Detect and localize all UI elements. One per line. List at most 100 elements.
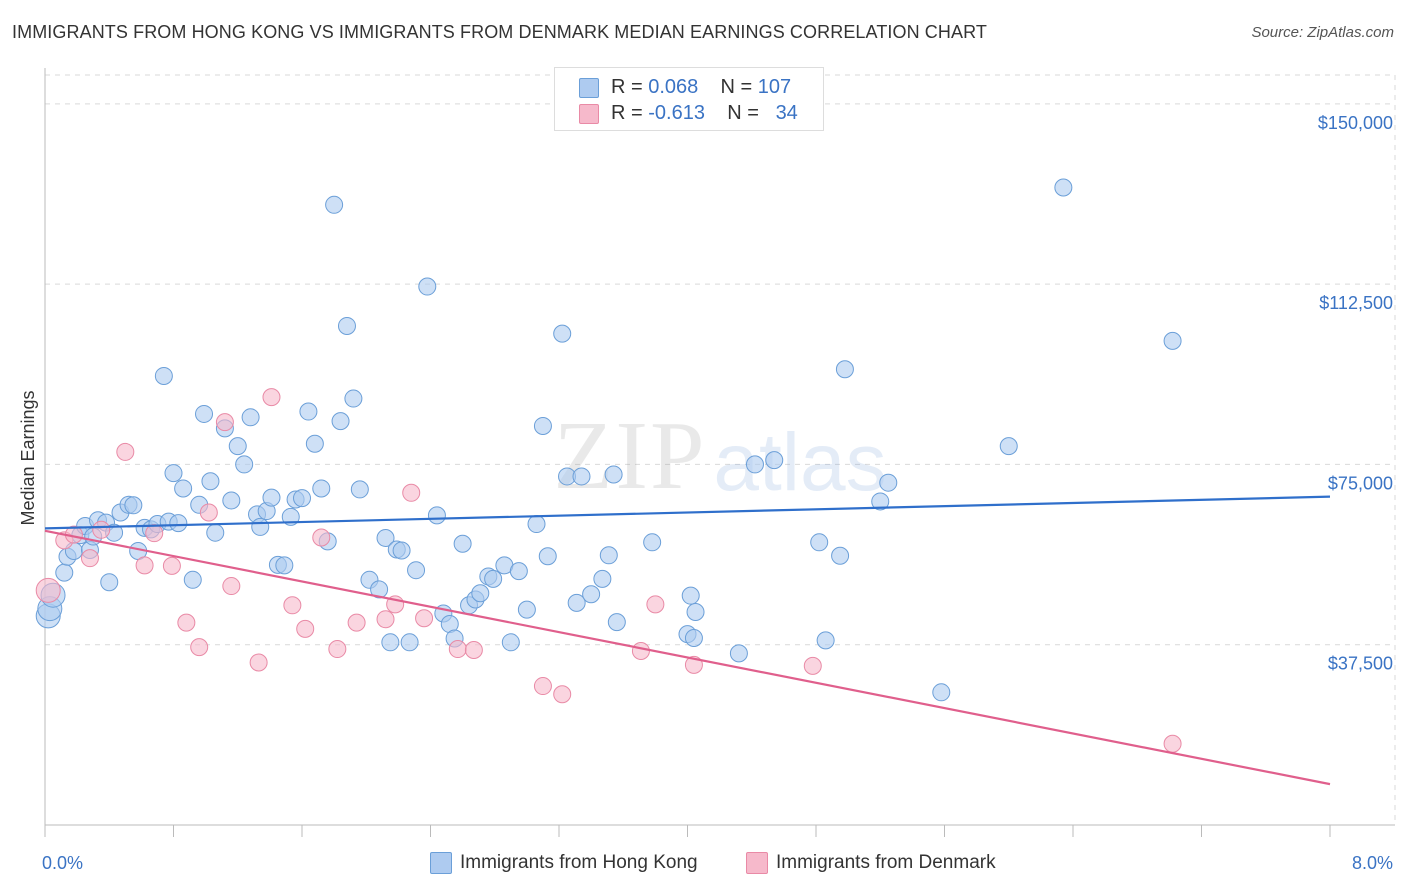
denmark-point bbox=[646, 595, 665, 614]
hong-kong-point bbox=[871, 492, 890, 511]
hong-kong-point bbox=[164, 464, 183, 483]
n-value: 34 bbox=[775, 102, 798, 124]
hong-kong-point bbox=[337, 316, 356, 335]
r-label: R = bbox=[611, 76, 643, 98]
denmark-point bbox=[376, 610, 395, 629]
hong-kong-point bbox=[370, 580, 389, 599]
hong-kong-point bbox=[407, 561, 426, 580]
hong-kong-point bbox=[154, 366, 173, 385]
denmark-point bbox=[296, 619, 315, 638]
hong-kong-point bbox=[599, 546, 618, 565]
y-axis-label: Median Earnings bbox=[18, 390, 38, 525]
hong-kong-point bbox=[643, 533, 662, 552]
hong-kong-point bbox=[350, 480, 369, 499]
denmark-point bbox=[135, 556, 154, 575]
r-value: -0.613 bbox=[648, 102, 705, 124]
hong-kong-point bbox=[235, 455, 254, 474]
hong-kong-point bbox=[501, 633, 520, 652]
y-tick-label: $150,000 bbox=[1318, 113, 1393, 133]
denmark-point bbox=[162, 556, 181, 575]
denmark-point bbox=[116, 442, 135, 461]
hong-kong-point bbox=[55, 563, 74, 582]
n-label: N = bbox=[727, 102, 759, 124]
hong-kong-point bbox=[381, 633, 400, 652]
denmark-point bbox=[553, 685, 572, 704]
hong-kong-point bbox=[471, 584, 490, 603]
hong-kong-point bbox=[427, 506, 446, 525]
hong-kong-point bbox=[567, 593, 586, 612]
hong-kong-point bbox=[517, 600, 536, 619]
denmark-point bbox=[803, 656, 822, 675]
legend-label: Immigrants from Denmark bbox=[776, 852, 996, 873]
denmark-point bbox=[464, 641, 483, 659]
denmark-point bbox=[402, 483, 421, 502]
x-tick-labels: 0.0% 8.0% bbox=[42, 853, 1393, 873]
denmark-point bbox=[215, 413, 234, 432]
hong-kong-point bbox=[684, 628, 703, 647]
gridlines bbox=[45, 74, 1396, 825]
hong-kong-point bbox=[932, 683, 951, 702]
hong-kong-point bbox=[729, 644, 748, 663]
hong-kong-point bbox=[169, 514, 188, 533]
denmark-point bbox=[1163, 734, 1182, 753]
denmark-point bbox=[80, 549, 99, 568]
r-value: 0.068 bbox=[648, 76, 699, 98]
denmark-point bbox=[190, 638, 209, 657]
denmark-point bbox=[312, 528, 331, 547]
denmark-point bbox=[448, 640, 467, 659]
hong-kong-point bbox=[183, 570, 202, 589]
hong-kong-point bbox=[607, 613, 626, 632]
hong-kong-point bbox=[538, 547, 557, 566]
hong-kong-point bbox=[553, 324, 572, 343]
hong-kong-point bbox=[299, 402, 318, 421]
chart-source: Source: ZipAtlas.com bbox=[1251, 24, 1394, 41]
hong-kong-point bbox=[174, 479, 193, 498]
hong-kong-point bbox=[392, 541, 411, 560]
hong-kong-trend-line bbox=[44, 495, 1331, 530]
hong-kong-swatch bbox=[579, 78, 599, 98]
hong-kong-point bbox=[195, 404, 214, 423]
hong-kong-point bbox=[509, 562, 528, 581]
hong-kong-point bbox=[331, 412, 350, 431]
trend-lines bbox=[44, 495, 1331, 786]
hong-kong-point bbox=[201, 472, 220, 491]
watermark: ZIP atlas bbox=[554, 402, 887, 510]
hong-kong-point bbox=[312, 479, 331, 498]
hong-kong-point bbox=[228, 437, 247, 456]
hong-kong-point bbox=[400, 633, 419, 652]
denmark-point bbox=[262, 388, 281, 407]
hong-kong-point bbox=[572, 467, 591, 486]
denmark-point bbox=[631, 641, 650, 660]
y-tick-label: $75,000 bbox=[1328, 473, 1393, 493]
n-value: 107 bbox=[757, 76, 792, 98]
hong-kong-point bbox=[305, 434, 324, 453]
legend-label: Immigrants from Hong Kong bbox=[460, 852, 698, 873]
y-tick-labels: $37,500 $75,000 $112,500 $150,000 bbox=[1318, 113, 1393, 674]
denmark-point bbox=[533, 677, 552, 696]
hong-kong-point bbox=[1163, 331, 1182, 350]
hong-kong-point bbox=[344, 389, 363, 408]
hong-kong-point bbox=[124, 496, 143, 515]
hong-kong-point bbox=[281, 507, 300, 526]
denmark-point bbox=[283, 596, 302, 615]
hong-kong-point bbox=[765, 451, 784, 470]
hong-kong-point bbox=[222, 491, 241, 510]
axes bbox=[44, 68, 1395, 837]
hong-kong-point bbox=[251, 517, 270, 536]
hong-kong-point bbox=[604, 465, 623, 484]
hong-kong-point bbox=[418, 277, 437, 296]
denmark-point bbox=[328, 640, 347, 659]
hong-kong-point bbox=[831, 546, 850, 565]
hong-kong-point bbox=[527, 515, 546, 534]
hong-kong-point bbox=[262, 488, 281, 507]
denmark-point bbox=[92, 520, 111, 539]
hong-kong-point bbox=[325, 195, 344, 214]
denmark-point bbox=[249, 653, 268, 672]
hong-kong-point bbox=[453, 534, 472, 553]
hong-kong-point bbox=[533, 416, 552, 435]
stats-legend: R = 0.068 N = 107 R = -0.613 N = 34 bbox=[554, 67, 824, 131]
watermark-zip: ZIP bbox=[554, 402, 707, 510]
x-tick-label-min: 0.0% bbox=[42, 853, 83, 873]
hong-kong-point bbox=[686, 603, 705, 622]
